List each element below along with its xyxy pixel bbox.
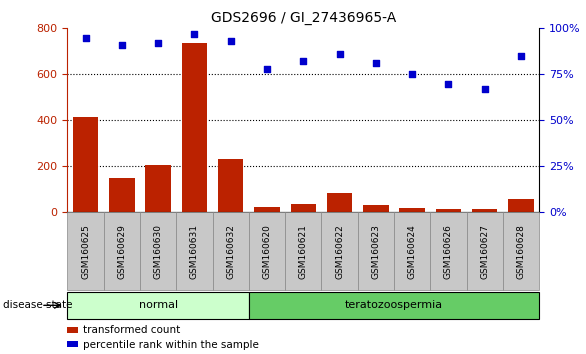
Bar — [327, 193, 352, 212]
Bar — [254, 207, 280, 212]
Point — [407, 72, 417, 77]
Text: GSM160623: GSM160623 — [372, 224, 380, 279]
Text: GSM160624: GSM160624 — [408, 224, 417, 279]
FancyBboxPatch shape — [67, 292, 249, 319]
Text: GSM160630: GSM160630 — [154, 224, 162, 279]
Text: disease state: disease state — [3, 300, 73, 310]
Bar — [321, 212, 357, 290]
Bar — [140, 212, 176, 290]
Point — [226, 38, 236, 44]
Text: GSM160627: GSM160627 — [480, 224, 489, 279]
Bar — [73, 117, 98, 212]
Bar — [249, 212, 285, 290]
Bar — [67, 341, 78, 347]
Point — [516, 53, 526, 59]
Text: GSM160632: GSM160632 — [226, 224, 235, 279]
Text: GSM160631: GSM160631 — [190, 224, 199, 279]
Text: transformed count: transformed count — [83, 325, 180, 335]
Point — [263, 66, 272, 72]
Text: GSM160626: GSM160626 — [444, 224, 453, 279]
Text: GSM160625: GSM160625 — [81, 224, 90, 279]
Text: teratozoospermia: teratozoospermia — [345, 300, 443, 310]
Text: GSM160628: GSM160628 — [516, 224, 526, 279]
Bar — [285, 212, 321, 290]
Point — [190, 31, 199, 37]
Bar — [218, 160, 243, 212]
Point — [371, 61, 380, 66]
Bar — [400, 208, 425, 212]
FancyBboxPatch shape — [249, 292, 539, 319]
Bar — [508, 199, 534, 212]
Text: GSM160629: GSM160629 — [117, 224, 127, 279]
Point — [299, 59, 308, 64]
Title: GDS2696 / GI_27436965-A: GDS2696 / GI_27436965-A — [210, 11, 396, 24]
Point — [117, 42, 127, 48]
Bar — [363, 205, 389, 212]
Text: percentile rank within the sample: percentile rank within the sample — [83, 340, 258, 350]
Point — [444, 81, 453, 86]
Bar — [182, 43, 207, 212]
Bar — [357, 212, 394, 290]
Bar — [145, 165, 171, 212]
Bar — [67, 327, 78, 333]
Bar — [176, 212, 213, 290]
Bar — [430, 212, 466, 290]
Point — [335, 51, 344, 57]
Bar — [109, 178, 135, 212]
Text: GSM160620: GSM160620 — [263, 224, 271, 279]
Bar — [104, 212, 140, 290]
Bar — [436, 209, 461, 212]
Text: normal: normal — [138, 300, 178, 310]
Text: GSM160621: GSM160621 — [299, 224, 308, 279]
Bar — [394, 212, 430, 290]
Bar — [291, 204, 316, 212]
Point — [154, 40, 163, 46]
Bar — [503, 212, 539, 290]
Point — [81, 35, 90, 40]
Bar — [67, 212, 104, 290]
Bar — [213, 212, 249, 290]
Text: GSM160622: GSM160622 — [335, 224, 344, 279]
Bar — [466, 212, 503, 290]
Bar — [472, 209, 498, 212]
Point — [480, 86, 489, 92]
